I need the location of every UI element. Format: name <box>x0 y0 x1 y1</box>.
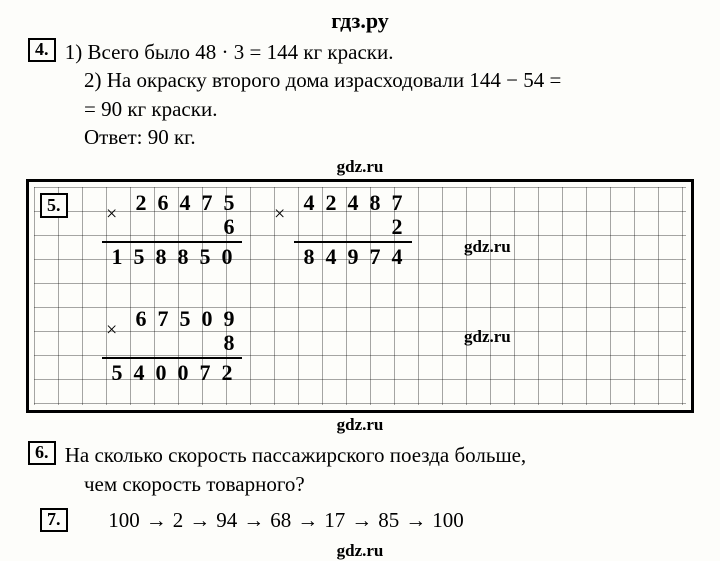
chain-value: 68 <box>270 508 291 532</box>
mult-operand-a: 0 <box>196 307 218 331</box>
mult-result: 0 <box>150 361 172 385</box>
mult-operand-a: 4 <box>298 191 320 215</box>
chain-value: 100 <box>432 508 464 532</box>
mult-operand-b: 2 <box>386 215 408 239</box>
problem-4-line2: 2) На окраску второго дома израсходовали… <box>28 66 692 94</box>
problem-4-line1: 1) Всего было 48 · 3 = 144 кг краски. <box>65 40 394 64</box>
arrow-icon: → <box>399 508 432 532</box>
arrow-icon: → <box>183 508 216 532</box>
mult-operand-a: 5 <box>218 191 240 215</box>
problem-4: 4. 1) Всего было 48 · 3 = 144 кг краски.… <box>0 34 720 155</box>
problem-7-number: 7. <box>40 508 68 532</box>
result-line <box>102 241 242 243</box>
result-line <box>102 357 242 359</box>
mult-result: 8 <box>298 245 320 269</box>
multiply-icon: × <box>274 203 285 226</box>
watermark-2: gdz.ru <box>0 415 720 435</box>
mult-operand-a: 7 <box>152 307 174 331</box>
multiply-icon: × <box>106 203 117 226</box>
problem-6: 6. На сколько скорость пассажирского пое… <box>0 437 720 502</box>
arrow-icon: → <box>140 508 173 532</box>
mult-result: 4 <box>320 245 342 269</box>
mult-operand-a: 9 <box>218 307 240 331</box>
mult-operand-a: 6 <box>130 307 152 331</box>
problem-4-answer: Ответ: 90 кг. <box>28 123 692 151</box>
mult-result: 5 <box>194 245 216 269</box>
mult-result: 0 <box>172 361 194 385</box>
chain-value: 2 <box>173 508 184 532</box>
watermark-grid-1: gdz.ru <box>464 237 511 257</box>
mult-result: 0 <box>216 245 238 269</box>
page-header: гдз.ру <box>0 0 720 34</box>
problem-6-number: 6. <box>28 441 56 465</box>
mult-result: 7 <box>194 361 216 385</box>
arrow-icon: → <box>237 508 270 532</box>
mult-result: 8 <box>150 245 172 269</box>
mult-result: 5 <box>128 245 150 269</box>
problem-7: 7. 100→2→94→68→17→85→100 <box>0 502 720 539</box>
mult-result: 1 <box>106 245 128 269</box>
mult-operand-b: 6 <box>218 215 240 239</box>
problem-4-line3: = 90 кг краски. <box>28 95 692 123</box>
multiply-icon: × <box>106 319 117 342</box>
mult-operand-a: 8 <box>364 191 386 215</box>
mult-result: 5 <box>106 361 128 385</box>
mult-result: 7 <box>364 245 386 269</box>
mult-operand-a: 5 <box>174 307 196 331</box>
arrow-icon: → <box>345 508 378 532</box>
mult-operand-a: 7 <box>386 191 408 215</box>
problem-5-number: 5. <box>40 193 68 218</box>
problem-5-grid: 5. gdz.ru gdz.ru 57462×605885178424×2479… <box>34 187 686 405</box>
watermark-3: gdz.ru <box>0 541 720 561</box>
mult-operand-a: 7 <box>196 191 218 215</box>
watermark-1: gdz.ru <box>0 157 720 177</box>
mult-operand-a: 2 <box>130 191 152 215</box>
mult-result: 9 <box>342 245 364 269</box>
problem-7-chain: 100→2→94→68→17→85→100 <box>108 508 464 532</box>
mult-operand-a: 2 <box>320 191 342 215</box>
chain-value: 100 <box>108 508 140 532</box>
chain-value: 85 <box>378 508 399 532</box>
chain-value: 17 <box>324 508 345 532</box>
result-line <box>294 241 412 243</box>
mult-operand-a: 4 <box>174 191 196 215</box>
mult-result: 2 <box>216 361 238 385</box>
mult-result: 4 <box>128 361 150 385</box>
mult-operand-b: 8 <box>218 331 240 355</box>
watermark-grid-2: gdz.ru <box>464 327 511 347</box>
chain-value: 94 <box>216 508 237 532</box>
problem-4-number: 4. <box>28 38 56 62</box>
arrow-icon: → <box>291 508 324 532</box>
mult-result: 8 <box>172 245 194 269</box>
problem-6-line2: чем скорость товарного? <box>28 470 692 498</box>
problem-5-box: 5. gdz.ru gdz.ru 57462×605885178424×2479… <box>26 179 694 413</box>
mult-operand-a: 6 <box>152 191 174 215</box>
problem-6-line1: На сколько скорость пассажирского поезда… <box>65 443 526 467</box>
mult-operand-a: 4 <box>342 191 364 215</box>
mult-result: 4 <box>386 245 408 269</box>
